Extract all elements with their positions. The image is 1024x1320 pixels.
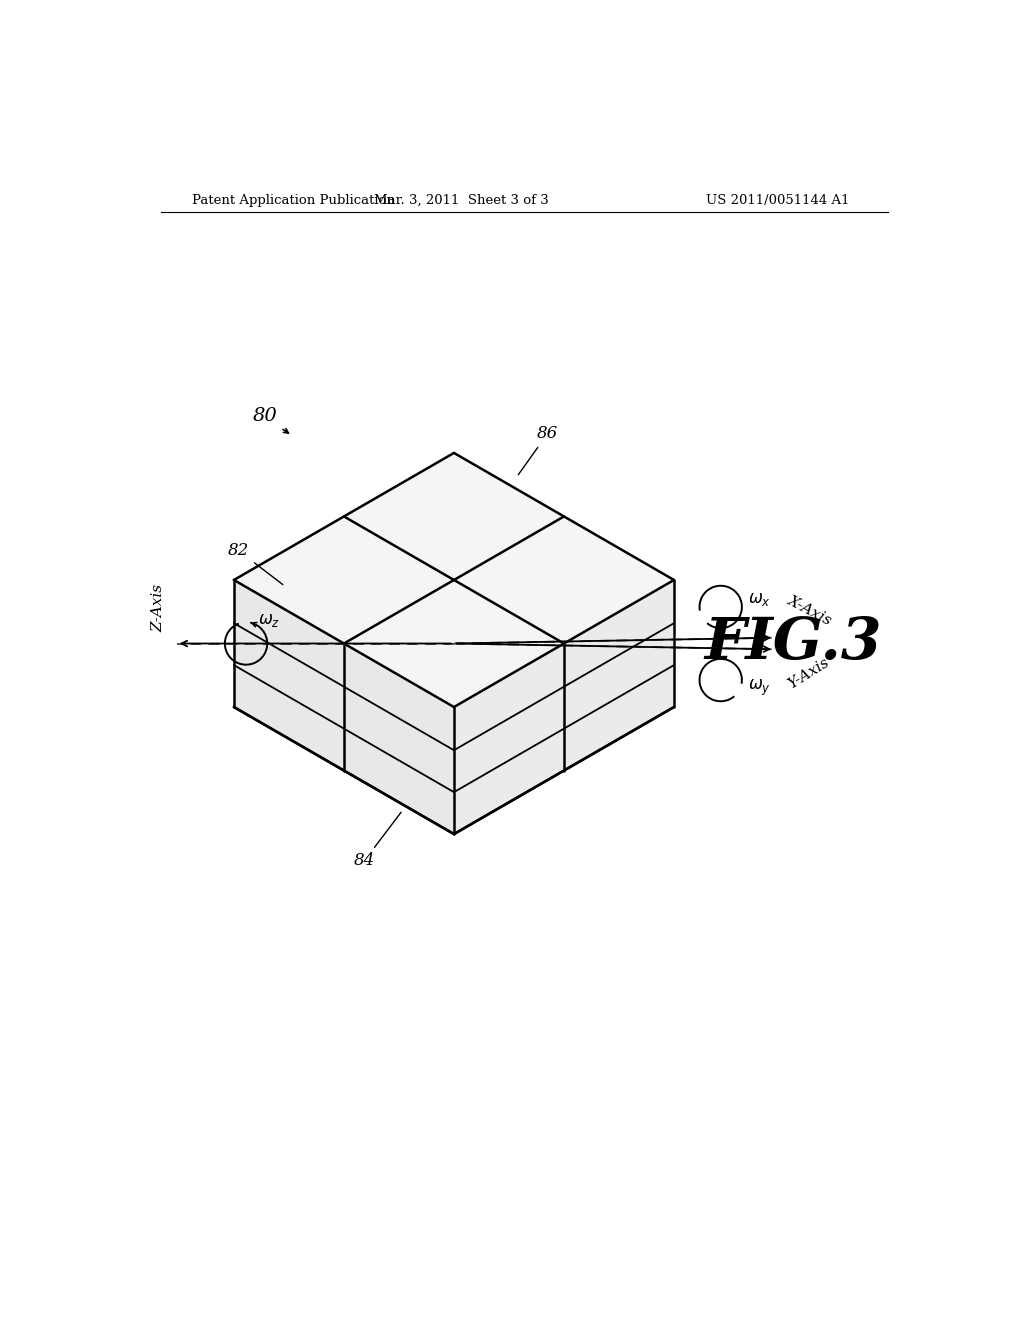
Text: Mar. 3, 2011  Sheet 3 of 3: Mar. 3, 2011 Sheet 3 of 3 [375,194,549,207]
Text: FIG.3: FIG.3 [705,615,882,672]
Polygon shape [233,453,674,708]
Polygon shape [454,579,674,834]
Text: $\omega_y$: $\omega_y$ [748,677,771,698]
Text: Patent Application Publication: Patent Application Publication [193,194,395,207]
Text: 80: 80 [253,408,278,425]
Text: 86: 86 [518,425,558,475]
Text: 84: 84 [353,812,401,870]
Polygon shape [233,579,454,834]
Text: Y-Axis: Y-Axis [785,656,833,692]
Text: US 2011/0051144 A1: US 2011/0051144 A1 [706,194,849,207]
Text: 82: 82 [228,543,283,585]
Text: $\omega_z$: $\omega_z$ [258,612,280,628]
Text: X-Axis: X-Axis [785,594,835,628]
Text: Z-Axis: Z-Axis [152,583,165,632]
Text: $\omega_x$: $\omega_x$ [748,591,770,607]
